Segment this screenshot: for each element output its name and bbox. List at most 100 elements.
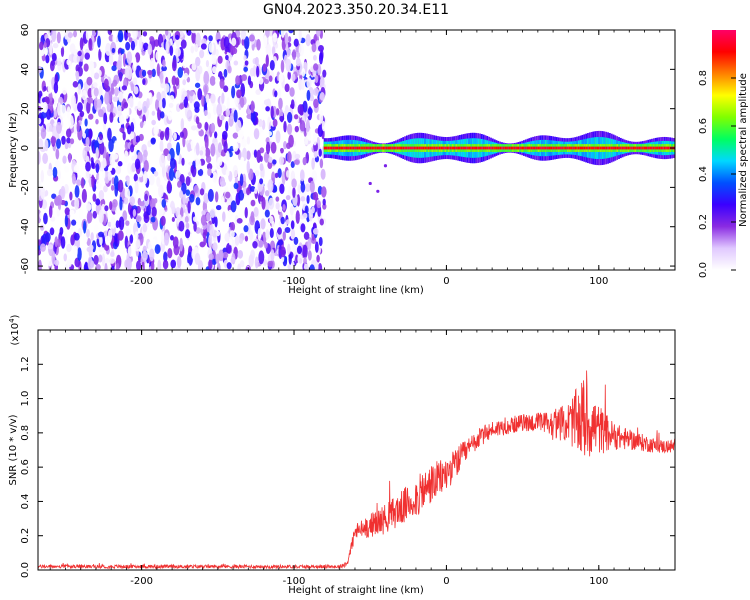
spectrogram-cell <box>354 146 357 150</box>
spectrogram-cell <box>619 146 622 150</box>
spectrogram-cell <box>623 146 626 150</box>
spectrogram-cell <box>47 244 54 250</box>
spectrogram-cell <box>154 244 161 255</box>
spectrogram-cell <box>38 259 42 270</box>
x-tick-label: 0 <box>443 276 449 287</box>
spectrogram-cell <box>264 209 270 218</box>
spectrogram-cell <box>148 174 155 186</box>
spectrogram-cell <box>297 254 303 264</box>
spectrogram-cell <box>398 146 401 150</box>
spectrogram-cell <box>172 46 176 53</box>
spectrogram-cell <box>244 235 249 242</box>
spectrogram-cell <box>147 140 152 148</box>
spectrogram-cell <box>285 219 290 225</box>
spectrogram-cell <box>69 191 73 201</box>
y-tick-label: -60 <box>20 258 31 274</box>
spectrogram-cell <box>181 94 185 101</box>
x-tick-label: 0 <box>443 576 449 587</box>
spectrogram-cell <box>402 146 405 150</box>
spectrogram-cell <box>365 146 368 150</box>
spectrogram-cell <box>39 243 46 252</box>
spectrogram-cell <box>230 112 234 120</box>
spectrogram-cell <box>204 121 209 132</box>
spectrogram-cell <box>109 201 113 211</box>
spectrogram-cell <box>468 146 470 150</box>
colorbar-ticks: 0.0 0.2 0.4 0.6 0.8 <box>698 70 736 278</box>
spectrogram-cell <box>285 170 290 178</box>
spectrogram-cell <box>305 34 311 47</box>
spectrogram-cell <box>290 161 295 169</box>
spectrogram-cell <box>532 146 534 150</box>
spectrogram-cell <box>90 67 95 79</box>
spectrogram-cell <box>54 259 60 266</box>
spectrogram-cell <box>82 220 87 234</box>
spectrogram-cell <box>535 146 538 150</box>
spectrogram-cell <box>313 63 319 71</box>
spectrogram-cell <box>230 256 236 264</box>
spectrogram-cell <box>268 75 273 82</box>
spectrogram-cell <box>116 60 122 71</box>
spectrogram-cell <box>72 81 79 88</box>
spectrogram-cell <box>182 79 187 86</box>
spectrogram-cell <box>98 190 105 200</box>
spectrogram-cell <box>74 185 80 199</box>
spectrogram-cell <box>247 75 252 86</box>
spectrogram-cell <box>150 216 156 223</box>
spectrogram-cell <box>610 146 613 150</box>
spectrogram-cell <box>209 208 216 218</box>
spectrogram-cell <box>625 146 628 150</box>
spectrogram-cell <box>265 106 270 112</box>
spectrogram-cell <box>264 241 268 249</box>
spectrogram-cell <box>66 59 71 66</box>
spectrogram-cell <box>237 263 242 270</box>
spectrogram-cell <box>318 236 323 247</box>
spectrogram-cell <box>373 146 375 150</box>
spectrogram-cell <box>216 103 223 117</box>
spectrogram-cell <box>426 146 428 150</box>
spectrogram-cell <box>95 264 101 270</box>
spectrogram-cell <box>312 191 319 201</box>
y-tick-label: 40 <box>20 63 31 76</box>
spectrogram-cell <box>263 259 268 267</box>
spectrogram-cell <box>235 119 242 133</box>
spectrogram-cell <box>636 146 639 150</box>
spectrogram-cell <box>165 30 169 36</box>
spectrogram-cell <box>65 128 72 138</box>
spectrogram-cell <box>39 41 44 51</box>
spectrogram-cell <box>249 186 256 192</box>
spectrogram-cell <box>171 216 175 223</box>
spectrogram-cell <box>279 183 285 195</box>
spectrogram-cell <box>317 45 324 52</box>
spectrogram-cell <box>180 39 187 49</box>
spectrogram-cell <box>300 182 306 193</box>
spectrogram-cell <box>263 35 268 48</box>
spectrogram-cell <box>444 146 447 150</box>
spectrogram-cell <box>302 212 308 219</box>
spectrogram-cell <box>176 256 182 269</box>
spectrogram-cell <box>314 261 319 270</box>
spectrogram-cell <box>517 146 520 150</box>
spectrogram-cell <box>280 30 285 38</box>
spectrogram-cell <box>521 146 523 150</box>
spectrogram-cell <box>207 112 212 120</box>
spectrogram-cell <box>66 243 72 253</box>
spectrogram-cell <box>208 35 213 42</box>
spectrogram-cell <box>473 146 476 150</box>
spectrogram-cell <box>298 78 303 91</box>
spectrogram-cell <box>460 146 463 150</box>
spectrogram-cell <box>233 60 239 66</box>
spectrogram-cell <box>195 158 202 171</box>
spectrogram-cell <box>464 146 467 150</box>
spectrogram-cell <box>248 254 254 267</box>
spectrogram-cell <box>230 200 237 213</box>
spectrogram-cell <box>242 251 249 261</box>
spectrogram-cell <box>316 254 320 263</box>
spectrogram-cell <box>283 120 287 133</box>
spectrogram-cell <box>98 48 102 61</box>
spectrogram-cell <box>156 176 161 188</box>
spectrogram-cell <box>275 202 280 210</box>
spectrogram-cell <box>257 239 264 248</box>
spectrogram-cell <box>548 146 551 150</box>
spectrogram-cell <box>317 263 323 270</box>
spectrogram-cell <box>259 178 264 185</box>
